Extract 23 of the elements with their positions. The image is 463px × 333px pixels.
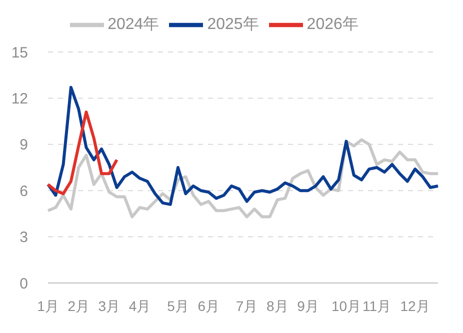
y-tick-label: 6 <box>20 182 28 200</box>
x-tick-label: 5月 <box>167 298 189 314</box>
x-tick-label: 8月 <box>266 298 288 314</box>
x-tick-label: 6月 <box>198 298 220 314</box>
y-tick-label: 12 <box>11 90 28 108</box>
x-tick-label: 2月 <box>68 298 90 314</box>
x-tick-label: 12月 <box>400 298 430 314</box>
y-tick-label: 3 <box>20 229 28 246</box>
y-tick-label: 0 <box>20 275 28 292</box>
y-tick-label: 9 <box>20 136 28 154</box>
legend-label: 2026年 <box>306 16 358 34</box>
x-tick-label: 1月 <box>37 298 59 314</box>
x-tick-label: 4月 <box>128 298 151 314</box>
line-series <box>46 86 440 206</box>
legend-label: 2025年 <box>207 16 259 34</box>
legend-label: 2024年 <box>108 16 160 34</box>
x-tick-label: 3月 <box>98 298 120 314</box>
x-tick-label: 10月 <box>331 298 362 314</box>
line-series <box>46 110 118 196</box>
x-tick-label: 7月 <box>236 298 258 314</box>
y-tick-label: 15 <box>11 44 28 62</box>
x-tick-label: 11月 <box>362 298 392 314</box>
x-tick-label: 9月 <box>297 298 319 314</box>
